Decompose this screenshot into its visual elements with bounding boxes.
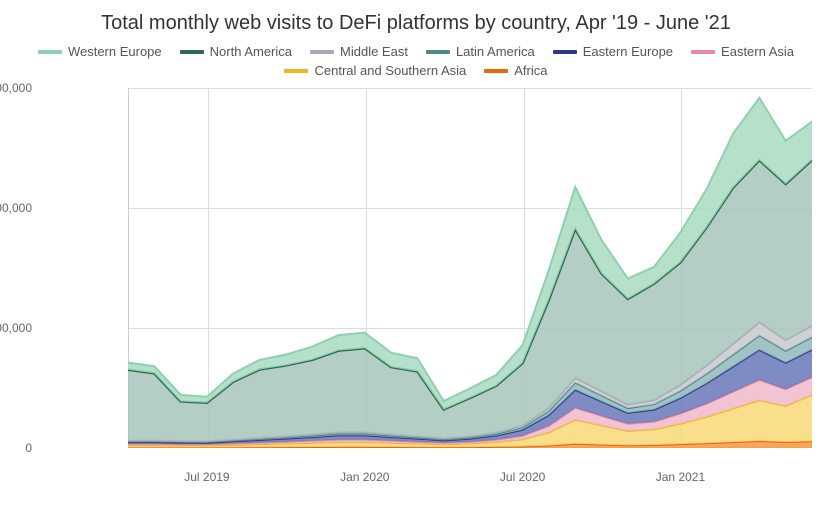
legend-label: Western Europe	[68, 44, 162, 59]
legend-item: North America	[180, 44, 292, 59]
area-svg	[128, 88, 812, 448]
y-tick-label: 20,000,000	[0, 201, 32, 215]
legend-label: Latin America	[456, 44, 535, 59]
legend-item: Eastern Asia	[691, 44, 794, 59]
legend-item: Eastern Europe	[553, 44, 673, 59]
plot-area: 010,000,00020,000,00030,000,000 Jul 2019…	[52, 88, 812, 448]
legend-label: Africa	[514, 63, 547, 78]
chart-title: Total monthly web visits to DeFi platfor…	[20, 10, 812, 36]
legend-label: North America	[210, 44, 292, 59]
x-tick-label: Jan 2021	[656, 470, 705, 484]
chart-container: Total monthly web visits to DeFi platfor…	[0, 0, 832, 516]
y-axis-labels: 010,000,00020,000,00030,000,000	[40, 88, 120, 448]
legend-item: Latin America	[426, 44, 535, 59]
legend-item: Middle East	[310, 44, 408, 59]
legend-swatch	[310, 50, 334, 54]
legend-swatch	[180, 50, 204, 54]
legend-swatch	[484, 69, 508, 73]
legend-swatch	[38, 50, 62, 54]
legend: Western Europe North America Middle East La…	[20, 44, 812, 78]
legend-swatch	[691, 50, 715, 54]
x-tick-label: Jul 2020	[500, 470, 545, 484]
legend-label: Eastern Europe	[583, 44, 673, 59]
y-tick-label: 30,000,000	[0, 81, 32, 95]
legend-item: Western Europe	[38, 44, 162, 59]
legend-label: Central and Southern Asia	[314, 63, 466, 78]
legend-label: Eastern Asia	[721, 44, 794, 59]
legend-label: Middle East	[340, 44, 408, 59]
legend-swatch	[426, 50, 450, 54]
y-tick-label: 0	[25, 441, 32, 455]
x-tick-label: Jul 2019	[184, 470, 229, 484]
y-tick-label: 10,000,000	[0, 321, 32, 335]
legend-item: Central and Southern Asia	[284, 63, 466, 78]
x-tick-label: Jan 2020	[340, 470, 389, 484]
legend-swatch	[284, 69, 308, 73]
legend-item: Africa	[484, 63, 547, 78]
legend-swatch	[553, 50, 577, 54]
